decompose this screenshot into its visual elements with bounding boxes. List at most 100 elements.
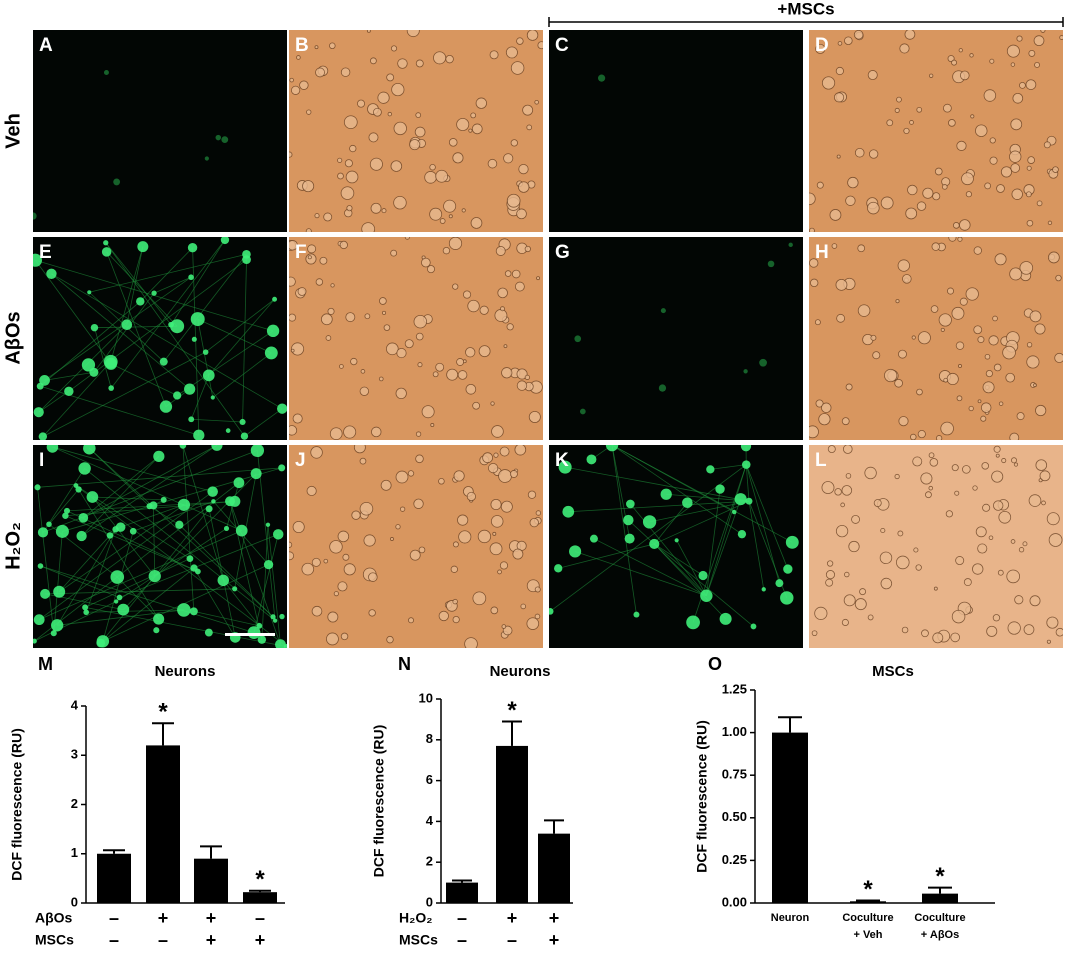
condition-name: AβOs (35, 910, 73, 926)
cell (745, 497, 753, 505)
cell (457, 514, 469, 526)
cell (902, 274, 912, 284)
cell (470, 217, 483, 229)
neurite (110, 363, 178, 396)
cell (809, 192, 816, 206)
cell (809, 227, 815, 232)
cell (415, 454, 424, 464)
micrograph-bg (289, 237, 543, 440)
cell (452, 152, 464, 164)
micrograph: J (289, 445, 543, 648)
cell (867, 201, 880, 215)
neurite (170, 239, 226, 325)
cell (503, 153, 514, 164)
cell (1029, 595, 1041, 607)
cell (1019, 261, 1034, 275)
cell (78, 512, 89, 523)
cell (256, 622, 263, 629)
cell (299, 80, 309, 90)
cell (257, 635, 267, 644)
cell (894, 473, 900, 480)
cell (220, 237, 230, 245)
cell (46, 445, 59, 453)
chart-title: MSCs (872, 663, 914, 680)
cell (1055, 274, 1062, 282)
cell (894, 378, 903, 388)
cell (998, 510, 1012, 524)
neurite (229, 501, 281, 645)
cell (516, 208, 527, 220)
panel-label: L (815, 450, 827, 471)
cell (421, 405, 435, 419)
condition-value: – (457, 930, 467, 950)
cell (982, 503, 991, 512)
cell (982, 381, 995, 394)
cell (393, 195, 407, 210)
row-label: H₂O₂ (2, 522, 24, 570)
cell (470, 112, 477, 119)
cell (117, 603, 130, 616)
y-tick-label: 0 (426, 894, 433, 909)
cell (247, 626, 261, 640)
cell (700, 589, 713, 602)
cell (898, 416, 909, 427)
cell (1009, 432, 1020, 440)
cell (489, 542, 503, 556)
cell (934, 167, 943, 176)
cell (83, 609, 89, 616)
cell (177, 603, 191, 617)
cell (395, 470, 409, 484)
cell (969, 53, 974, 58)
cell (879, 551, 893, 565)
cell (867, 614, 874, 621)
cell (264, 346, 278, 360)
cell (991, 470, 1004, 483)
cell (1046, 512, 1060, 526)
cell (780, 591, 794, 605)
cell (873, 499, 882, 508)
cell (499, 561, 509, 570)
cell (899, 43, 910, 54)
neurite (710, 464, 747, 470)
cell (825, 578, 834, 587)
significance: * (255, 866, 265, 893)
condition-value: + (206, 908, 217, 928)
neurite (197, 319, 214, 398)
cell (159, 400, 173, 413)
cell (82, 604, 89, 611)
cell (951, 59, 957, 66)
cell (452, 615, 460, 624)
cell (103, 70, 109, 76)
y-tick-label: 0.75 (722, 767, 747, 782)
x-tick-label: + AβOs (921, 929, 959, 941)
cell (633, 611, 640, 618)
neurite (85, 606, 287, 648)
cell (514, 281, 525, 292)
cell (989, 58, 995, 64)
cell (289, 151, 293, 158)
cell (952, 222, 960, 229)
neurite (106, 251, 167, 407)
cell (847, 176, 859, 189)
cell (289, 541, 293, 548)
cell (499, 446, 510, 457)
cell (943, 377, 949, 383)
cell (149, 501, 158, 510)
cell (296, 55, 301, 60)
cell (329, 540, 343, 554)
cell (186, 555, 194, 562)
cell (1059, 35, 1063, 40)
neurite (745, 464, 780, 584)
neurite (222, 580, 260, 627)
neurite (83, 445, 218, 519)
chart-title: Neurons (155, 663, 216, 680)
cell (413, 498, 424, 509)
cell (53, 585, 66, 598)
cell (1010, 62, 1016, 67)
cell (904, 30, 916, 40)
cell (537, 41, 543, 50)
panel-label: E (39, 242, 52, 263)
cell (897, 259, 910, 272)
cell (1052, 166, 1059, 173)
cell (872, 351, 881, 360)
